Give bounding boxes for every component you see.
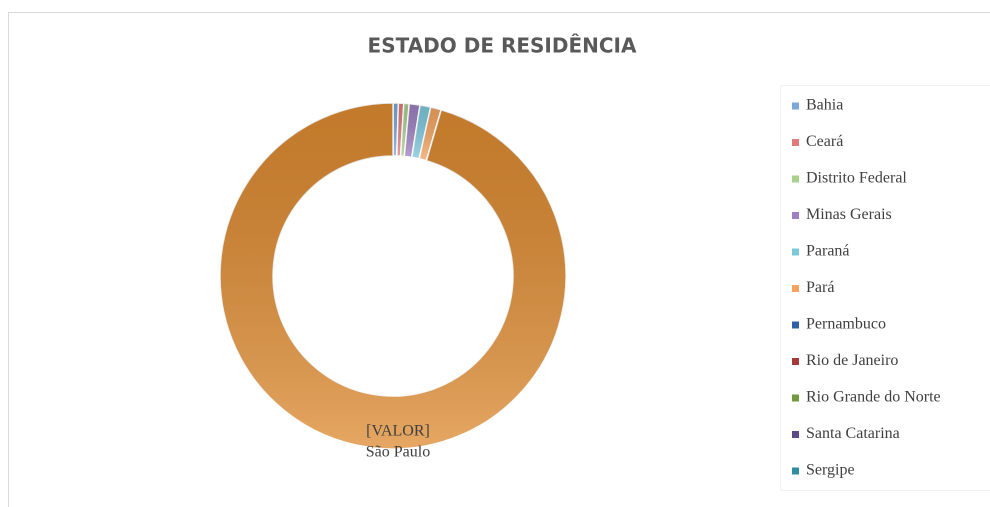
legend-swatch <box>792 431 799 438</box>
legend-label: Distrito Federal <box>806 170 907 187</box>
legend-label: Paraná <box>806 243 850 260</box>
legend-frame <box>780 85 990 491</box>
legend-swatch <box>792 139 799 146</box>
legend: Bahia Ceará Distrito Federal Minas Gerais Pa… <box>792 97 941 479</box>
legend-swatch <box>792 467 799 475</box>
legend-swatch <box>792 285 799 292</box>
chart-title: ESTADO DE RESIDÊNCIA <box>368 34 637 58</box>
legend-swatch <box>792 175 799 183</box>
legend-label: Santa Catarina <box>806 425 900 442</box>
legend-swatch <box>792 358 799 365</box>
legend-label: Sergipe <box>806 462 855 479</box>
legend-label: Ceará <box>806 133 843 150</box>
legend-label: Minas Gerais <box>806 206 892 223</box>
data-label-category: São Paulo <box>366 444 430 461</box>
legend-swatch <box>792 321 799 329</box>
legend-label: Pará <box>806 279 834 296</box>
legend-swatch <box>792 212 799 219</box>
legend-swatch <box>792 248 799 256</box>
legend-label: Pernambuco <box>806 316 886 333</box>
legend-label: Bahia <box>806 97 843 114</box>
data-label: [VALOR] <box>366 423 430 440</box>
legend-swatch <box>792 102 799 110</box>
legend-label: Rio de Janeiro <box>806 352 898 369</box>
legend-label: Rio Grande do Norte <box>806 389 941 406</box>
legend-swatch <box>792 394 799 402</box>
